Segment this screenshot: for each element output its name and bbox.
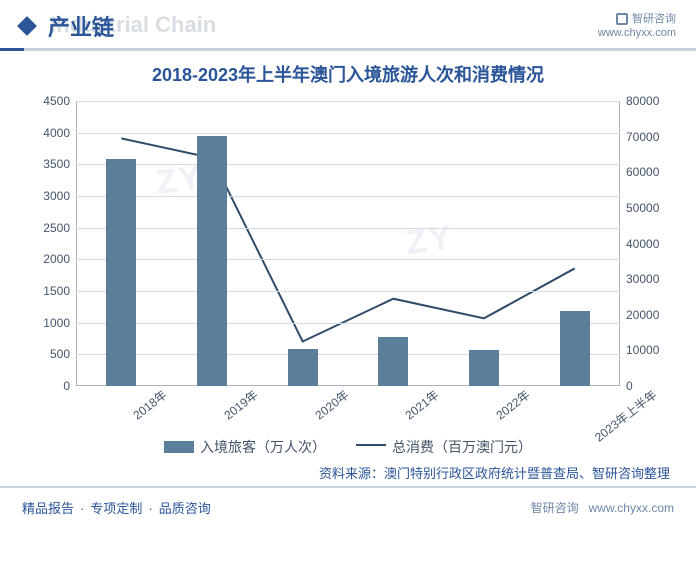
plot-area [76,101,620,386]
legend-swatch-line [356,444,386,446]
gridline [76,228,620,229]
y-left-tick: 500 [26,347,70,361]
gridline [76,291,620,292]
header-rule [0,48,696,51]
gridline [76,164,620,165]
y-axis-left: 050010001500200025003000350040004500 [26,101,76,386]
x-tick-label: 2018年 [130,386,171,423]
gridline [76,323,620,324]
footer-brand-url: www.chyxx.com [589,501,674,515]
y-left-tick: 3000 [26,189,70,203]
legend-label-bar: 入境旅客（万人次） [200,437,326,457]
y-left-tick: 0 [26,379,70,393]
chart: ZY ZY 0500100015002000250030003500400045… [26,101,670,431]
chart-title: 2018-2023年上半年澳门入境旅游人次和消费情况 [0,61,696,87]
gridline [76,101,620,102]
footer-tag: 精品报告 [22,501,74,516]
x-tick-label: 2021年 [402,386,443,423]
bar [469,350,499,386]
gridline [76,133,620,134]
gridline [76,354,620,355]
y-right-tick: 50000 [626,201,670,215]
x-tick-label: 2019年 [220,386,261,423]
footer-dot: · [148,501,152,516]
header-left: 产业链 Industrial Chain [20,10,114,42]
legend-label-line: 总消费（百万澳门元） [392,437,532,457]
diamond-icon [17,16,37,36]
y-right-tick: 20000 [626,308,670,322]
y-right-tick: 30000 [626,272,670,286]
legend-swatch-bar [164,441,194,453]
y-right-tick: 80000 [626,94,670,108]
bar [288,349,318,386]
line-series [121,138,574,341]
bar [560,311,590,386]
brand-name: 智研咨询 [632,12,676,26]
gridline [76,196,620,197]
y-left-tick: 3500 [26,157,70,171]
brand-block: 智研咨询 www.chyxx.com [598,12,676,41]
x-tick-label: 2020年 [311,386,352,423]
legend: 入境旅客（万人次） 总消费（百万澳门元） [0,437,696,457]
footer-dot: · [80,501,84,516]
legend-item-bar: 入境旅客（万人次） [164,437,326,457]
brand-url: www.chyxx.com [598,26,676,40]
y-left-tick: 2000 [26,252,70,266]
footer-tag: 品质咨询 [159,501,211,516]
bar [197,136,227,386]
gridline [76,259,620,260]
footer-tags: 精品报告 · 专项定制 · 品质咨询 [22,498,211,517]
y-left-tick: 4000 [26,126,70,140]
y-axis-right: 0100002000030000400005000060000700008000… [620,101,670,386]
y-left-tick: 2500 [26,221,70,235]
y-left-tick: 4500 [26,94,70,108]
footer: 精品报告 · 专项定制 · 品质咨询 智研咨询 www.chyxx.com [0,486,696,517]
x-tick-label: 2022年 [492,386,533,423]
y-right-tick: 70000 [626,130,670,144]
header: 产业链 Industrial Chain 智研咨询 www.chyxx.com [0,0,696,48]
brand-icon [616,13,628,25]
bar [378,337,408,386]
legend-item-line: 总消费（百万澳门元） [356,437,532,457]
footer-brand: 智研咨询 www.chyxx.com [531,499,674,516]
section-title: 产业链 [48,10,114,42]
line-series-svg [76,101,620,386]
source-text: 资料来源：澳门特别行政区政府统计暨普查局、智研咨询整理 [0,463,696,486]
y-right-tick: 40000 [626,237,670,251]
y-left-tick: 1500 [26,284,70,298]
bar [106,159,136,386]
x-axis-labels: 2018年2019年2020年2021年2022年2023年上半年 [76,386,620,431]
y-left-tick: 1000 [26,316,70,330]
footer-brand-name: 智研咨询 [531,501,579,515]
y-right-tick: 60000 [626,165,670,179]
footer-tag: 专项定制 [90,501,142,516]
y-right-tick: 10000 [626,343,670,357]
